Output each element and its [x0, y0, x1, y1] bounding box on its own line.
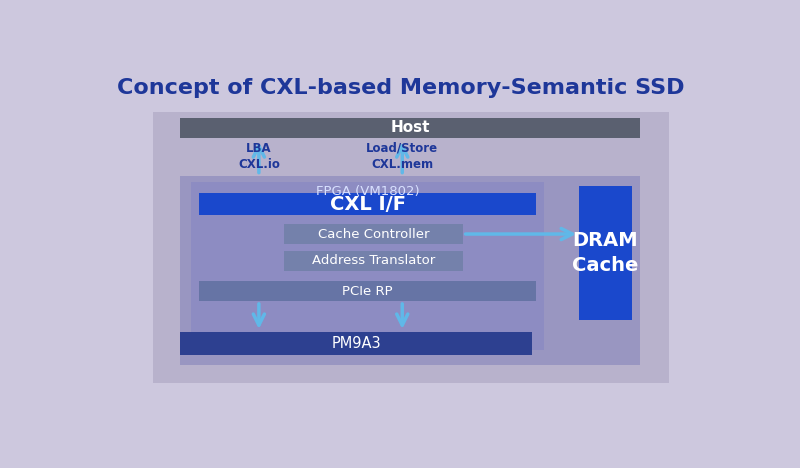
Text: Load/Store
CXL.mem: Load/Store CXL.mem [366, 142, 438, 171]
Text: Cache Controller: Cache Controller [318, 227, 430, 241]
Text: CXL I/F: CXL I/F [330, 195, 406, 213]
Bar [180, 118, 640, 138]
Bar [153, 111, 669, 383]
Bar [579, 185, 632, 320]
Bar [285, 251, 462, 271]
Bar [199, 193, 536, 215]
Text: Concept of CXL-based Memory-Semantic SSD: Concept of CXL-based Memory-Semantic SSD [117, 78, 685, 98]
Text: FPGA (VM1802): FPGA (VM1802) [316, 185, 419, 198]
Text: DRAM
Cache: DRAM Cache [572, 231, 638, 275]
Bar [199, 281, 536, 301]
Bar [180, 332, 533, 355]
Bar [191, 182, 544, 350]
Text: Address Translator: Address Translator [312, 255, 435, 268]
Bar [180, 176, 640, 365]
Text: PM9A3: PM9A3 [331, 336, 381, 351]
Text: Host: Host [390, 120, 430, 135]
Bar [285, 224, 462, 244]
Text: LBA
CXL.io: LBA CXL.io [238, 142, 280, 171]
Text: PCIe RP: PCIe RP [342, 285, 393, 298]
